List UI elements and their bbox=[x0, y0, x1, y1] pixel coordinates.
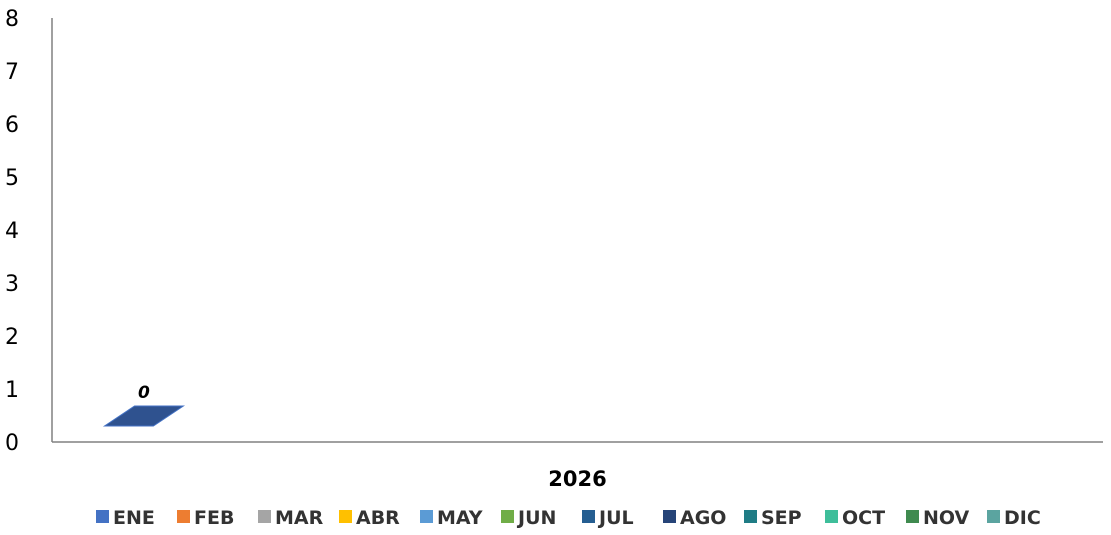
y-tick-label: 2 bbox=[5, 325, 19, 350]
bar-ene: 0 bbox=[102, 383, 186, 427]
legend-swatch bbox=[177, 510, 190, 523]
y-tick-label: 7 bbox=[5, 60, 19, 85]
legend-swatch bbox=[582, 510, 595, 523]
legend-label: ENE bbox=[113, 507, 155, 529]
y-tick-label: 4 bbox=[5, 219, 19, 244]
y-tick-label: 3 bbox=[5, 272, 19, 297]
legend-swatch bbox=[96, 510, 109, 523]
y-tick-label: 0 bbox=[5, 431, 19, 456]
legend-item-nov: NOV bbox=[906, 507, 970, 529]
legend-swatch bbox=[987, 510, 1000, 523]
legend-label: ABR bbox=[356, 507, 400, 529]
legend-label: OCT bbox=[842, 507, 885, 529]
legend-item-mar: MAR bbox=[258, 507, 324, 529]
legend-swatch bbox=[501, 510, 514, 523]
y-tick-label: 1 bbox=[5, 378, 19, 403]
legend-label: NOV bbox=[923, 507, 970, 529]
legend: ENE FEB MAR ABR MAY JUN JUL AGO SEP OCT NOV DIC bbox=[96, 507, 1041, 529]
bars: 0 bbox=[102, 383, 186, 427]
legend-item-jun: JUN bbox=[501, 507, 556, 529]
legend-item-may: MAY bbox=[420, 507, 483, 529]
y-tick-label: 5 bbox=[5, 166, 19, 191]
legend-item-jul: JUL bbox=[582, 507, 634, 529]
bar-top-face bbox=[102, 405, 186, 427]
legend-label: DIC bbox=[1004, 507, 1041, 529]
legend-item-feb: FEB bbox=[177, 507, 234, 529]
legend-item-oct: OCT bbox=[825, 507, 885, 529]
legend-label: JUL bbox=[597, 507, 634, 529]
x-category-label: 2026 bbox=[548, 467, 606, 491]
legend-swatch bbox=[258, 510, 271, 523]
y-tick-label: 8 bbox=[5, 7, 19, 32]
legend-swatch bbox=[339, 510, 352, 523]
legend-swatch bbox=[825, 510, 838, 523]
legend-label: FEB bbox=[194, 507, 234, 529]
legend-swatch bbox=[420, 510, 433, 523]
legend-swatch bbox=[906, 510, 919, 523]
legend-swatch bbox=[663, 510, 676, 523]
legend-item-ago: AGO bbox=[663, 507, 726, 529]
y-axis: 0 1 2 3 4 5 6 7 8 bbox=[5, 7, 53, 456]
legend-label: SEP bbox=[761, 507, 802, 529]
data-label: 0 bbox=[138, 383, 150, 403]
legend-label: MAR bbox=[275, 507, 324, 529]
y-tick-label: 6 bbox=[5, 113, 19, 138]
legend-item-abr: ABR bbox=[339, 507, 400, 529]
x-axis: 2026 bbox=[52, 441, 1103, 491]
legend-swatch bbox=[744, 510, 757, 523]
legend-item-dic: DIC bbox=[987, 507, 1041, 529]
legend-label: MAY bbox=[437, 507, 483, 529]
legend-label: JUN bbox=[516, 507, 556, 529]
legend-label: AGO bbox=[680, 507, 726, 529]
legend-item-sep: SEP bbox=[744, 507, 802, 529]
legend-item-ene: ENE bbox=[96, 507, 155, 529]
